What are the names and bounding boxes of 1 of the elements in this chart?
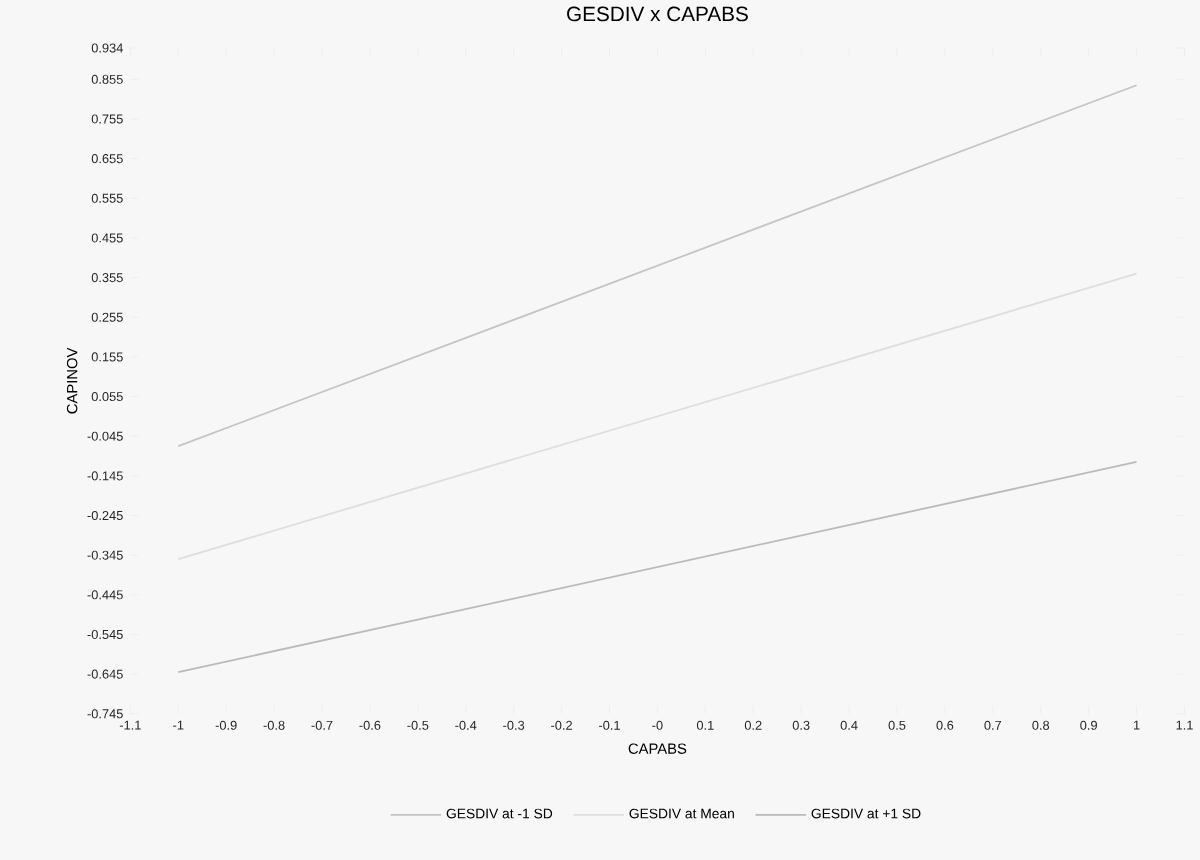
chart-title: GESDIV x CAPABS bbox=[567, 6, 748, 22]
